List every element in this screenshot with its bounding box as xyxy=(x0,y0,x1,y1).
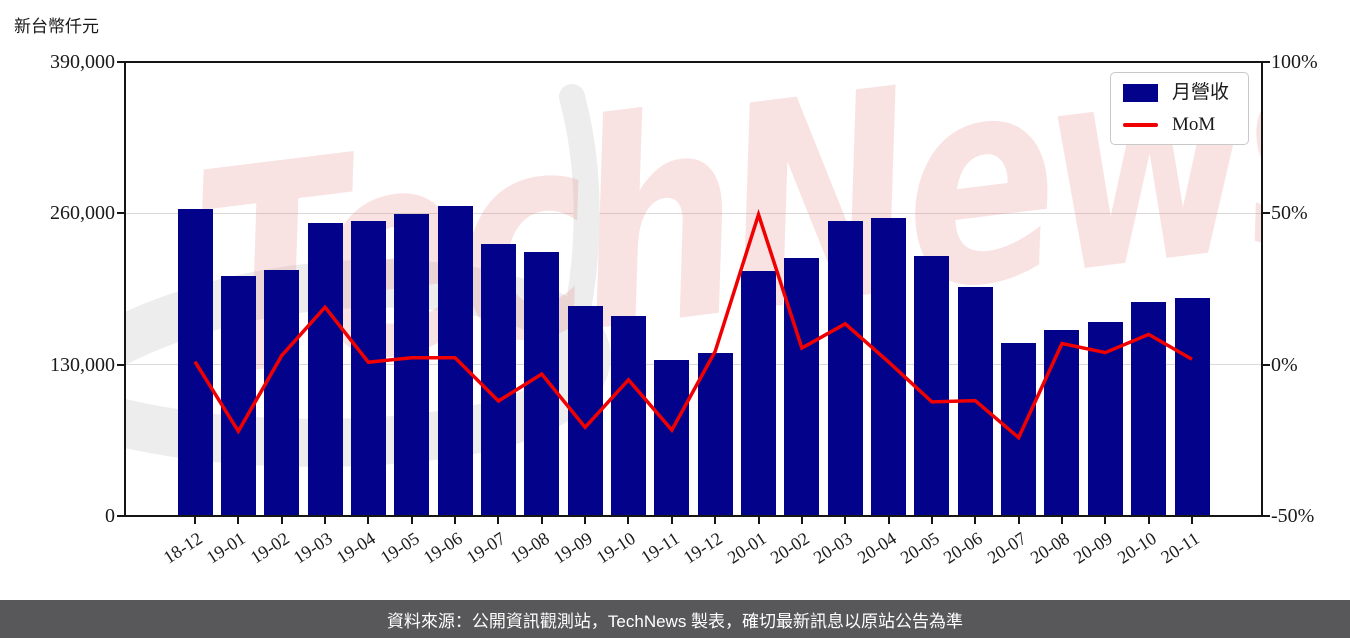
x-axis-tick-mark xyxy=(844,516,847,524)
revenue-bar xyxy=(914,255,950,516)
plot-area: TechNews xyxy=(125,62,1262,516)
revenue-bar-swatch-icon xyxy=(1123,83,1158,102)
revenue-bar xyxy=(827,221,863,516)
mom-line-swatch-icon xyxy=(1123,122,1158,127)
y-axis-left-tick-label: 130,000 xyxy=(50,353,115,376)
gridline xyxy=(125,364,1262,366)
revenue-bar xyxy=(697,353,733,516)
x-axis-tick-mark xyxy=(454,516,457,524)
y-axis-right-tick-label: 100% xyxy=(1271,51,1318,73)
y-axis-right-tick-label: -50% xyxy=(1271,505,1315,527)
x-axis-tick-mark xyxy=(627,516,630,524)
x-axis-tick-mark xyxy=(194,516,196,524)
x-axis-tick-mark xyxy=(237,516,240,524)
revenue-bar xyxy=(784,258,820,516)
x-axis-tick-mark xyxy=(410,516,413,524)
x-axis-tick-mark xyxy=(497,516,500,524)
x-axis-tick-mark xyxy=(324,516,327,524)
x-axis-tick-mark xyxy=(1104,516,1107,524)
y-axis-right-tick-mark xyxy=(1262,515,1270,517)
x-axis-tick-mark xyxy=(800,516,803,524)
x-axis-tick-mark xyxy=(1191,516,1193,524)
revenue-bar xyxy=(871,218,907,516)
footer-note: 資料來源：公開資訊觀測站，TechNews 製表，確切最新訊息以原站公告為準 xyxy=(0,600,1350,638)
x-axis-tick-mark xyxy=(974,516,977,524)
y-axis-left-tick-mark xyxy=(117,515,125,517)
x-axis-tick-mark xyxy=(714,516,717,524)
revenue-bar xyxy=(1087,322,1123,516)
y-axis-unit-label: 新台幣仟元 xyxy=(14,17,99,36)
revenue-bar xyxy=(654,360,690,516)
x-axis-tick-mark xyxy=(1060,516,1063,524)
y-axis-left-tick-mark xyxy=(117,212,125,215)
x-axis-tick-mark xyxy=(584,516,587,524)
y-axis-right-tick-mark xyxy=(1262,363,1270,366)
legend-item-revenue: 月營收 xyxy=(1123,82,1236,103)
x-axis-tick-mark xyxy=(757,516,760,524)
y-axis-left-tick-label: 390,000 xyxy=(50,51,115,73)
x-axis-tick-mark xyxy=(930,516,933,524)
legend-label-mom: MoM xyxy=(1172,114,1216,135)
revenue-bar xyxy=(1174,298,1210,516)
y-axis-left-tick-label: 0 xyxy=(105,505,115,527)
x-axis-tick-mark xyxy=(887,516,890,524)
y-axis-left-tick-mark xyxy=(117,363,125,366)
y-axis-right-tick-label: 0% xyxy=(1271,353,1298,376)
x-axis-tick-mark xyxy=(280,516,283,524)
y-axis-right-tick-label: 50% xyxy=(1271,202,1308,225)
mom-line xyxy=(193,208,1193,441)
x-axis-tick-mark xyxy=(670,516,673,524)
revenue-bar xyxy=(1044,329,1080,516)
x-axis-tick-mark xyxy=(1017,516,1020,524)
revenue-bar xyxy=(610,316,646,516)
y-axis-right-tick-mark xyxy=(1262,61,1270,63)
y-axis-left-tick-label: 260,000 xyxy=(50,202,115,225)
y-axis-left-tick-mark xyxy=(117,61,125,63)
x-axis-tick-mark xyxy=(1147,516,1150,524)
gridline xyxy=(125,212,1262,214)
x-axis-tick-mark xyxy=(540,516,543,524)
legend: 月營收 MoM xyxy=(1110,72,1249,145)
x-axis-tick-mark xyxy=(367,516,370,524)
y-axis-right-tick-mark xyxy=(1262,212,1270,215)
legend-item-mom: MoM xyxy=(1123,114,1236,135)
legend-label-revenue: 月營收 xyxy=(1172,82,1230,103)
revenue-bar xyxy=(741,270,777,516)
